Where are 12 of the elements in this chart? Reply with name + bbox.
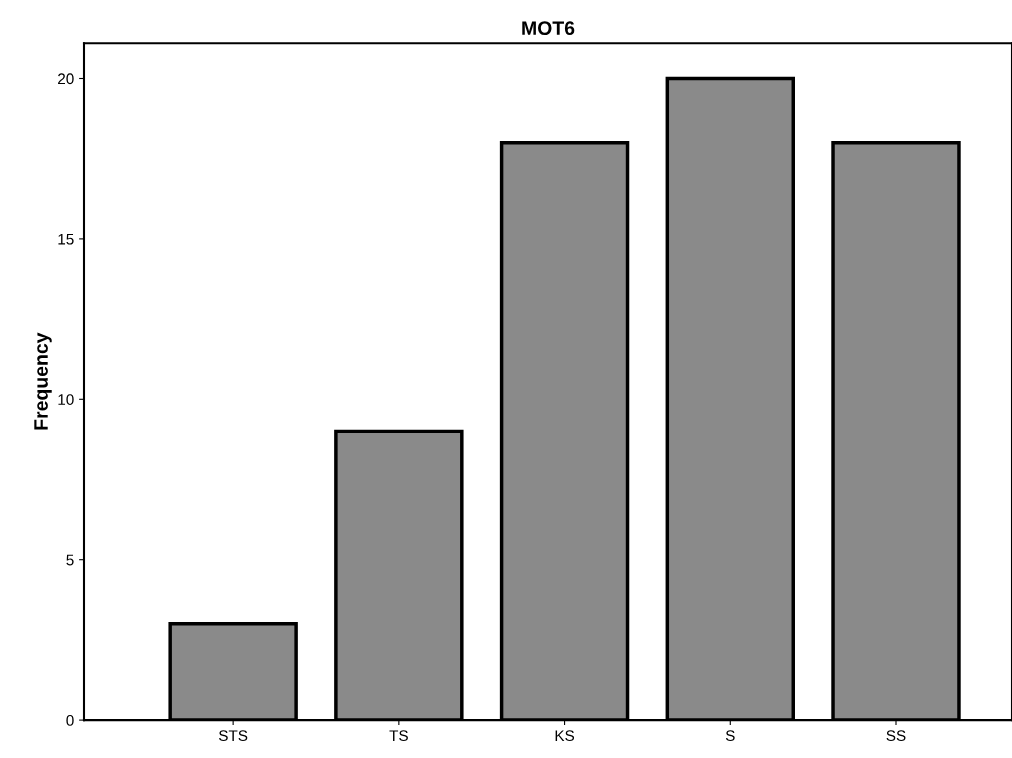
x-tick-label: STS xyxy=(218,730,248,742)
x-tick-label: SS xyxy=(886,730,906,742)
y-axis-title: Frequency xyxy=(34,332,52,430)
y-tick-label: 15 xyxy=(58,233,74,245)
x-tick-label: KS xyxy=(555,730,575,742)
y-tick-label: 0 xyxy=(66,714,74,726)
y-tick-label: 20 xyxy=(58,73,74,85)
y-tick-label: 5 xyxy=(66,554,74,566)
x-tick-label: TS xyxy=(389,730,408,742)
x-tick-label: S xyxy=(725,730,735,742)
chart-title: MOT6 xyxy=(522,21,575,36)
y-tick-label: 10 xyxy=(58,394,74,405)
